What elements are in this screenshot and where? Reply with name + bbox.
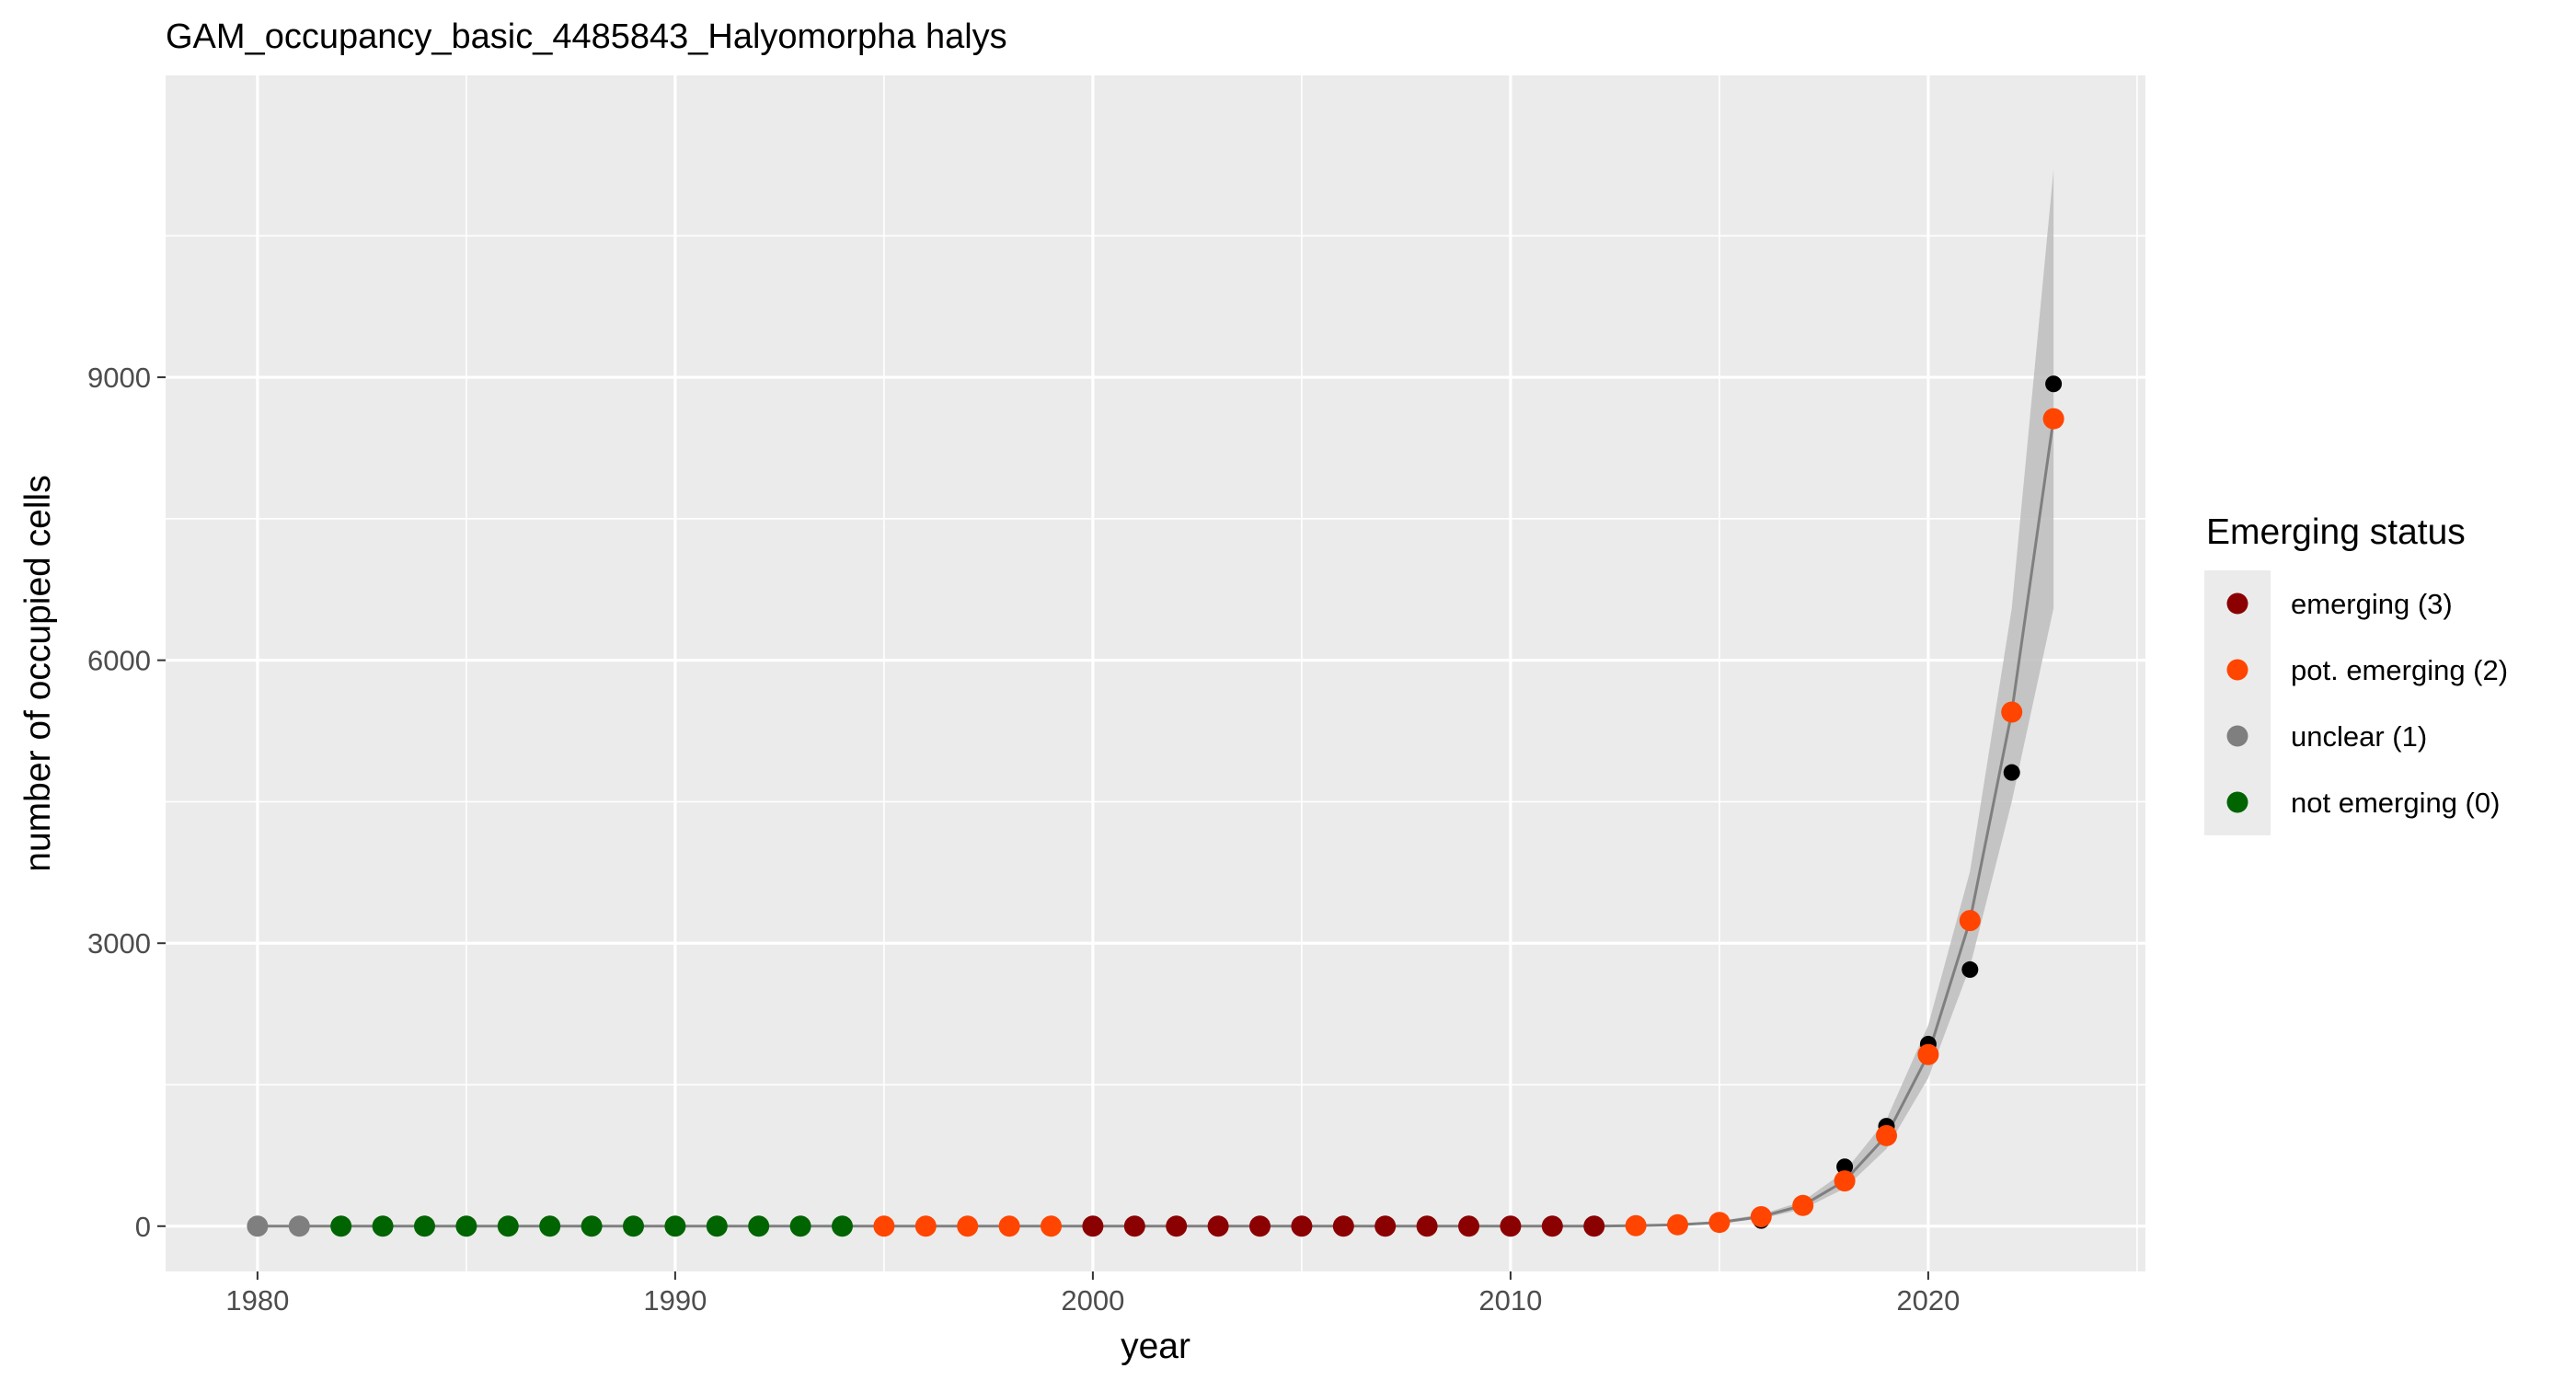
fit-point <box>1040 1215 1062 1237</box>
fit-point <box>2001 701 2023 723</box>
fit-point <box>1625 1214 1647 1236</box>
grid-minor <box>166 75 2145 1271</box>
fit-point <box>413 1215 435 1237</box>
fit-point <box>1166 1215 1188 1237</box>
observed-point <box>1836 1158 1854 1176</box>
fit-point <box>1792 1194 1814 1216</box>
fit-point <box>873 1215 895 1237</box>
observed-point <box>2003 764 2020 781</box>
legend-key <box>2226 725 2248 747</box>
y-tick-label: 3000 <box>87 927 151 960</box>
fit-point <box>622 1215 644 1237</box>
fit-point <box>1458 1215 1480 1237</box>
fit-point <box>748 1215 770 1237</box>
x-tick-label: 2020 <box>1896 1284 1960 1317</box>
observed-point <box>1961 960 1979 978</box>
fit-point <box>664 1215 686 1237</box>
fit-point <box>1541 1215 1563 1237</box>
fit-point <box>581 1215 603 1237</box>
y-tick-label: 6000 <box>87 645 151 677</box>
fit-points <box>247 408 2064 1237</box>
fit-point <box>288 1215 310 1237</box>
y-axis-ticks: 0 3000 6000 9000 <box>87 362 166 1243</box>
legend-label: emerging (3) <box>2291 588 2453 620</box>
legend-key <box>2226 592 2248 615</box>
fit-point <box>497 1215 519 1237</box>
fit-point <box>1876 1124 1898 1146</box>
chart-title: GAM_occupancy_basic_4485843_Halyomorpha … <box>166 17 1007 56</box>
legend-items: emerging (3) pot. emerging (2) unclear (1)… <box>2226 588 2508 819</box>
x-tick-label: 2000 <box>1061 1284 1124 1317</box>
fit-point <box>1332 1215 1354 1237</box>
y-tick-label: 0 <box>135 1211 151 1243</box>
fit-point <box>706 1215 728 1237</box>
fit-point <box>1583 1215 1605 1237</box>
fit-point <box>1416 1215 1438 1237</box>
y-axis-title: number of occupied cells <box>18 475 58 871</box>
legend-label: pot. emerging (2) <box>2291 654 2508 686</box>
fit-point <box>1374 1215 1397 1237</box>
legend-title: Emerging status <box>2206 512 2466 552</box>
legend-key <box>2226 659 2248 681</box>
fit-point <box>1082 1215 1104 1237</box>
fit-point <box>1708 1212 1731 1234</box>
fit-point <box>1207 1215 1229 1237</box>
plot-panel <box>166 75 2145 1271</box>
x-tick-label: 2010 <box>1478 1284 1542 1317</box>
fit-point <box>998 1215 1020 1237</box>
fit-point <box>831 1215 853 1237</box>
fit-point <box>914 1215 937 1237</box>
x-axis-ticks: 1980 1990 2000 2010 2020 <box>225 1271 1960 1317</box>
x-tick-label: 1990 <box>643 1284 707 1317</box>
legend-key-background <box>2204 570 2271 835</box>
observed-point <box>2045 375 2063 393</box>
fit-point <box>2042 408 2064 430</box>
fit-point <box>1500 1215 1522 1237</box>
fit-point <box>1959 910 1981 932</box>
fit-point <box>789 1215 811 1237</box>
fit-point <box>1917 1043 1939 1065</box>
fit-point <box>539 1215 561 1237</box>
fit-point <box>330 1215 352 1237</box>
y-tick-label: 9000 <box>87 362 151 394</box>
x-axis-title: year <box>1121 1327 1190 1366</box>
fit-point <box>1249 1215 1271 1237</box>
fit-point <box>1834 1170 1856 1192</box>
fit-point <box>1291 1215 1313 1237</box>
legend: Emerging status emerging (3) pot. emergin… <box>2204 512 2508 835</box>
legend-key <box>2226 791 2248 813</box>
fit-point <box>372 1215 394 1237</box>
fit-point <box>1667 1213 1689 1236</box>
legend-label: unclear (1) <box>2291 720 2427 753</box>
x-tick-label: 1980 <box>225 1284 289 1317</box>
fit-point <box>247 1215 269 1237</box>
fit-point <box>1123 1215 1145 1237</box>
fit-point <box>455 1215 477 1237</box>
fit-point <box>957 1215 979 1237</box>
legend-label: not emerging (0) <box>2291 787 2500 819</box>
fit-point <box>1750 1206 1772 1228</box>
